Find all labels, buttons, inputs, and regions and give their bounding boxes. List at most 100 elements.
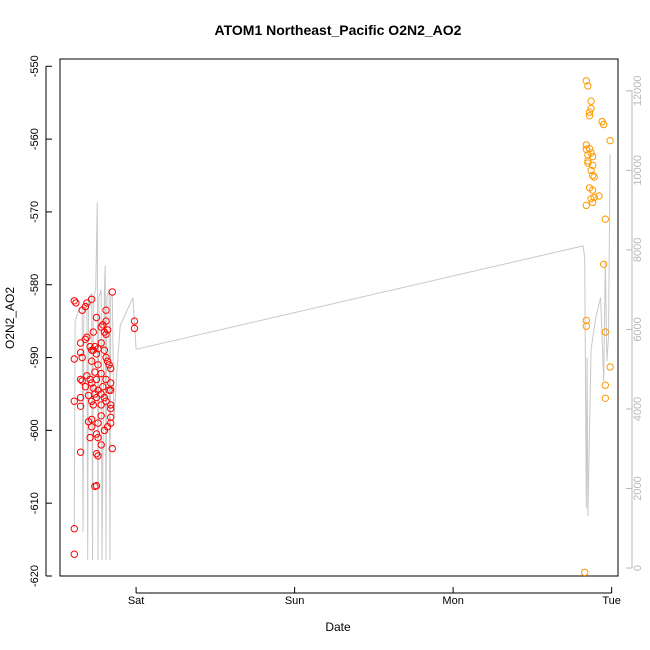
data-point	[606, 136, 614, 145]
data-point	[588, 198, 597, 207]
x-tick-label: Tue	[602, 595, 621, 607]
data-point	[130, 324, 139, 333]
y-axis-right: 0 2000 4000 6000 8000 10000 12000	[626, 76, 644, 571]
x-axis: Sat Sun Mon Tue	[128, 587, 621, 607]
chart-title: ATOM1 Northeast_Pacific O2N2_AO2	[215, 22, 462, 38]
data-point	[92, 450, 101, 458]
data-point	[107, 413, 115, 421]
data-point	[83, 299, 91, 307]
data-point	[76, 393, 85, 402]
data-point	[76, 402, 85, 410]
data-point	[585, 112, 594, 120]
data-point	[108, 444, 117, 453]
data-point	[588, 161, 597, 170]
y2-tick-label: 4000	[632, 397, 644, 421]
data-point	[587, 166, 595, 175]
data-point	[83, 333, 91, 341]
x-tick-label: Sat	[128, 595, 145, 607]
data-point	[585, 108, 594, 116]
data-point	[585, 184, 594, 192]
data-point	[88, 295, 96, 303]
data-point	[70, 525, 79, 533]
data-point	[103, 326, 112, 334]
data-point	[92, 393, 101, 402]
y-tick-label: -610	[29, 492, 41, 514]
data-point	[88, 397, 96, 405]
data-point	[78, 377, 86, 385]
data-point	[76, 375, 85, 384]
data-point	[89, 401, 98, 409]
data-point	[606, 363, 614, 371]
y-axis-label: O2N2_AO2	[3, 287, 17, 349]
y-tick-label: -550	[29, 55, 41, 77]
data-point	[89, 328, 98, 336]
data-point	[590, 173, 598, 181]
data-point	[81, 335, 90, 343]
data-point	[94, 452, 102, 460]
y2-tick-label: 6000	[632, 317, 644, 341]
data-point	[102, 353, 110, 362]
y-tick-label: -600	[29, 419, 41, 441]
data-point	[102, 330, 110, 338]
data-point	[588, 152, 597, 161]
y2-tick-label: 0	[632, 565, 644, 571]
data-point	[581, 568, 589, 577]
y-tick-label: -580	[29, 274, 41, 296]
data-point	[97, 323, 105, 331]
data-point	[588, 171, 597, 180]
data-point	[78, 353, 86, 362]
data-point	[582, 77, 590, 85]
y-tick-label: -620	[29, 565, 41, 587]
x-tick-label: Mon	[442, 595, 463, 607]
data-point	[107, 404, 115, 413]
data-point	[107, 419, 115, 427]
data-point	[88, 357, 96, 365]
data-point	[100, 393, 109, 402]
data-point	[88, 415, 96, 424]
data-point	[102, 317, 110, 325]
data-point	[107, 364, 115, 373]
data-point	[582, 322, 590, 330]
data-point	[587, 149, 595, 157]
points-layer	[70, 77, 614, 577]
data-point	[107, 386, 115, 394]
data-point	[92, 430, 101, 438]
data-point	[92, 313, 101, 322]
data-point	[600, 260, 608, 268]
y-tick-label: -560	[29, 128, 41, 150]
data-point	[103, 357, 112, 365]
y-tick-label: -590	[29, 347, 41, 369]
data-point	[102, 397, 110, 405]
secondary-series-line	[73, 154, 611, 561]
data-point	[76, 339, 85, 347]
data-point	[86, 433, 94, 442]
y2-tick-label: 10000	[632, 155, 644, 186]
data-point	[97, 412, 105, 420]
data-point	[102, 306, 110, 314]
y2-tick-label: 12000	[632, 76, 644, 107]
data-point	[582, 201, 590, 210]
data-point	[92, 350, 101, 358]
data-point	[102, 375, 110, 384]
data-point	[97, 401, 105, 409]
data-point	[94, 361, 102, 369]
data-point	[108, 288, 117, 296]
x-axis-label: Date	[325, 620, 351, 634]
data-point	[70, 397, 79, 405]
y-axis-left: -550 -560 -570 -580 -590 -600 -610 -620	[29, 55, 52, 587]
data-point	[81, 302, 90, 311]
data-point	[582, 316, 590, 325]
data-point	[94, 419, 102, 427]
plot-frame	[59, 58, 619, 577]
data-point	[601, 328, 609, 336]
data-point	[587, 104, 595, 113]
data-point	[88, 423, 96, 431]
data-point	[595, 192, 603, 200]
data-point	[92, 375, 101, 384]
data-point	[76, 348, 85, 357]
y2-tick-label: 2000	[632, 476, 644, 500]
data-point	[72, 299, 80, 307]
data-point	[88, 379, 96, 387]
data-point	[81, 383, 90, 391]
